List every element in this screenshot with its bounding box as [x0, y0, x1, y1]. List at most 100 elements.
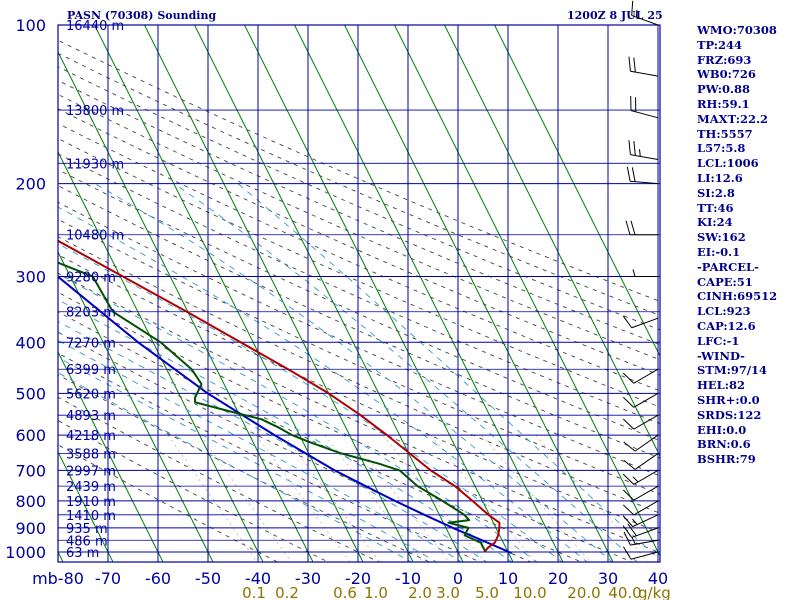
index-item: TP:244: [697, 37, 743, 52]
height-label: 2997 m: [66, 464, 116, 479]
wind-barb-staff: [633, 392, 659, 408]
wind-barb-half-flag: [635, 9, 638, 18]
wind-barb-full-flag: [631, 0, 634, 16]
temperature-tick-label: mb-80: [32, 569, 84, 588]
height-label: 6399 m: [66, 363, 116, 378]
wind-barb-staff: [633, 368, 659, 384]
wind-barb-full-flag: [628, 56, 631, 72]
wind-barb-full-flag: [622, 418, 635, 430]
dry-adiabat: [58, 272, 660, 554]
dry-adiabat: [58, 444, 279, 562]
index-item: SW:162: [697, 230, 746, 245]
wind-barb: [622, 315, 659, 329]
height-label: 10480 m: [66, 229, 124, 244]
isotherm-line: [493, 25, 660, 358]
temperature-tick-label: 20: [548, 569, 568, 588]
wind-barb-staff: [633, 469, 659, 485]
moist-adiabat: [58, 320, 488, 562]
wind-barb: [630, 95, 659, 119]
index-item: BSHR:79: [697, 452, 756, 467]
wind-barb-full-flag: [622, 489, 635, 501]
sounding-indices-panel: WMO:70308 TP:244 FRZ:693 WB0:726 PW:0.88 RH:5…: [697, 23, 777, 467]
mixing-ratio-label: 0.2: [275, 584, 299, 600]
mixing-ratio-label: 1.0: [364, 584, 388, 600]
temperature-tick-label: -30: [295, 569, 321, 588]
wind-barb-half-flag: [639, 149, 641, 157]
dry-adiabat: [58, 169, 660, 442]
isotherm-line: [393, 25, 660, 558]
height-label: 4218 m: [66, 429, 116, 444]
dry-adiabat: [58, 254, 660, 534]
wind-barb-half-flag: [632, 269, 636, 277]
temperature-tick-label: -20: [345, 569, 371, 588]
pressure-tick-label: 300: [15, 267, 46, 286]
moist-adiabat: [237, 183, 660, 561]
moist-adiabat: [173, 183, 638, 562]
pressure-tick-label: 900: [15, 519, 46, 538]
wind-barb-staff: [630, 154, 659, 161]
mixing-ratio-label: 0.6: [333, 584, 357, 600]
wind-barb-staff: [633, 414, 659, 430]
mixing-ratio-label: 5.0: [475, 584, 499, 600]
isotherm-line: [243, 25, 514, 562]
moist-adiabat: [58, 273, 538, 562]
index-item: CINH:69512: [697, 289, 778, 304]
index-item: PW:0.88: [697, 82, 751, 97]
mixing-ratio-line: [430, 434, 537, 562]
height-label: 935 m: [66, 522, 108, 537]
index-item: EI:-0.1: [697, 244, 741, 259]
height-label: 1910 m: [66, 495, 116, 510]
temperature-tick-label: -10: [395, 569, 421, 588]
mixing-ratio-label: 0.1: [242, 584, 266, 600]
index-item: CAP:12.6: [697, 318, 756, 333]
wind-barb-full-flag: [628, 140, 631, 155]
wind-barb-half-flag: [632, 476, 639, 483]
mixing-ratio-label: 40.0: [608, 584, 641, 600]
index-item: LCL:923: [697, 304, 751, 319]
index-item: SI:2.8: [697, 185, 735, 200]
isotherm-line: [58, 150, 264, 562]
temperature-tick-label: 10: [498, 569, 518, 588]
mixing-ratio-line: [284, 434, 381, 562]
mixing-ratio-label: 10.0: [513, 584, 546, 600]
temperature-tick-label: -70: [95, 569, 121, 588]
pressure-tick-label: 500: [15, 384, 46, 403]
index-item: FRZ:693: [697, 52, 752, 67]
moist-adiabat: [58, 206, 588, 562]
height-label: 16440 m: [66, 19, 124, 34]
index-item: TH:5557: [697, 126, 753, 141]
temperature-tick-label: -40: [245, 569, 271, 588]
wind-barb-half-flag: [631, 537, 636, 545]
wind-barb-full-flag: [627, 523, 637, 537]
wind-barb-full-flag: [622, 504, 635, 516]
chart-datetime: 1200Z 8 JUL 25: [567, 9, 663, 22]
wind-barb: [622, 368, 659, 384]
index-item: WB0:726: [697, 67, 756, 82]
isotherm-line: [58, 250, 214, 562]
index-item: SHR+:0.0: [697, 392, 760, 407]
index-item: LI:12.6: [697, 170, 743, 185]
index-item: RH:59.1: [697, 96, 750, 111]
mixing-ratio-line: [481, 434, 591, 562]
mixing-ratio-label: 20.0: [567, 584, 600, 600]
isotherm-line: [293, 25, 564, 562]
wind-barb: [622, 500, 659, 516]
moist-adiabat: [58, 372, 413, 562]
index-item: TT:46: [697, 200, 734, 215]
pressure-tick-label: 400: [15, 333, 46, 352]
wind-barb-staff: [630, 110, 659, 119]
wind-barb-staff: [633, 485, 659, 501]
temperature-tick-label: 40: [648, 569, 668, 588]
mixing-ratio-label: 2.0: [408, 584, 432, 600]
wind-barb: [623, 546, 659, 560]
wind-barb-full-flag: [630, 220, 636, 235]
moist-adiabat: [94, 183, 613, 562]
wind-barb: [622, 469, 659, 485]
wind-barb-staff: [630, 551, 659, 560]
height-label: 2439 m: [66, 480, 116, 495]
dry-adiabat: [58, 137, 660, 408]
parcel-trace: [58, 275, 512, 555]
wind-barb: [630, 269, 658, 277]
wind-barb-full-flag: [626, 166, 631, 182]
temperature-tick-label: -50: [195, 569, 221, 588]
